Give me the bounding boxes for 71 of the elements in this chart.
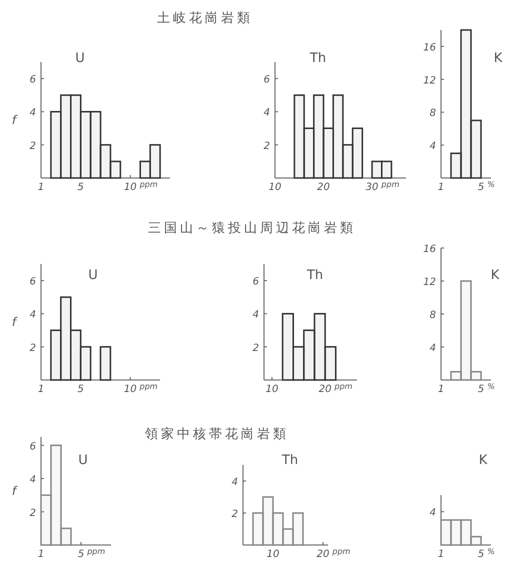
y-tick-label: 4 xyxy=(430,343,436,354)
text: U xyxy=(78,453,88,468)
x-axis-title: ppm xyxy=(86,547,106,556)
x-axis-title: ppm xyxy=(138,382,158,391)
chart-subtitle: 土岐花崗岩類 xyxy=(157,11,253,26)
y-tick-label: 6 xyxy=(264,74,270,86)
chart-title: Th xyxy=(308,51,326,66)
y-tick-label: 2 xyxy=(30,140,36,152)
y-tick-label: 16 xyxy=(423,42,436,54)
x-tick-label: 1 xyxy=(438,182,444,193)
y-tick-label: 2 xyxy=(264,140,270,152)
y-tick-label: 16 xyxy=(423,244,436,255)
y-tick-label: 12 xyxy=(423,277,436,288)
x-axis-title: % xyxy=(487,382,495,391)
x-tick-label: 20 xyxy=(317,182,330,193)
y-tick-label: 4 xyxy=(430,508,436,519)
y-tick-label: 4 xyxy=(30,310,36,321)
x-tick-label: 10 xyxy=(124,384,137,395)
y-tick-label: 6 xyxy=(252,276,259,288)
x-tick-label: 1 xyxy=(38,182,44,193)
y-tick-label: 4 xyxy=(30,108,36,119)
y-axis-title: f xyxy=(12,315,18,329)
x-axis-title: ppm xyxy=(380,180,400,189)
y-axis-title: f xyxy=(12,484,18,498)
y-tick-label: 8 xyxy=(430,108,436,120)
chart-subtitle: 三国山～猿投山周辺花崗岩類 xyxy=(148,221,356,236)
text: K xyxy=(494,51,503,66)
x-axis-title: ppm xyxy=(334,382,353,391)
x-tick-label: 20 xyxy=(316,549,330,560)
text: K xyxy=(490,268,500,283)
x-tick-label: 1 xyxy=(438,549,444,560)
x-tick-label: 10 xyxy=(268,182,282,193)
x-tick-label: 1 xyxy=(38,384,44,395)
y-tick-label: 12 xyxy=(423,75,436,86)
y-tick-label: 2 xyxy=(232,509,238,520)
chart-title: U xyxy=(75,51,85,66)
y-tick-label: 4 xyxy=(264,108,270,119)
y-axis-title: f xyxy=(12,113,18,127)
chart-subtitle: 領家中核帯花崗岩類 xyxy=(145,426,289,442)
x-tick-label: 5 xyxy=(478,549,484,560)
x-axis-title: % xyxy=(487,547,495,556)
y-tick-label: 6 xyxy=(30,74,36,86)
x-tick-label: 5 xyxy=(478,182,484,193)
y-tick-label: 2 xyxy=(30,342,36,354)
y-tick-label: 4 xyxy=(232,477,238,488)
x-tick-label: 5 xyxy=(478,384,484,395)
x-tick-label: 10 xyxy=(124,182,137,193)
y-tick-label: 2 xyxy=(252,342,259,354)
x-tick-label: 5 xyxy=(77,384,84,395)
x-tick-label: 5 xyxy=(78,182,84,193)
y-tick-label: 4 xyxy=(252,310,259,321)
chart-title: K xyxy=(478,453,488,468)
y-tick-label: 6 xyxy=(30,276,36,288)
x-axis-title: % xyxy=(487,180,495,189)
y-tick-label: 8 xyxy=(430,310,436,321)
chart-title: Th xyxy=(280,453,298,468)
x-axis-title: ppm xyxy=(331,547,351,556)
y-tick-label: 2 xyxy=(30,508,36,519)
x-tick-label: 30 xyxy=(366,182,378,193)
chart-title: U xyxy=(88,268,98,283)
x-tick-label: 10 xyxy=(266,549,280,560)
x-tick-label: 5 xyxy=(78,549,84,560)
x-tick-label: 1 xyxy=(438,384,444,395)
x-tick-label: 1 xyxy=(38,549,44,560)
chart-title: Th xyxy=(306,268,324,283)
y-tick-label: 4 xyxy=(30,474,36,486)
x-tick-label: 20 xyxy=(318,384,332,395)
y-tick-label: 4 xyxy=(430,141,436,152)
x-axis-title: ppm xyxy=(138,180,158,189)
x-tick-label: 10 xyxy=(266,384,278,395)
y-tick-label: 6 xyxy=(30,441,36,452)
